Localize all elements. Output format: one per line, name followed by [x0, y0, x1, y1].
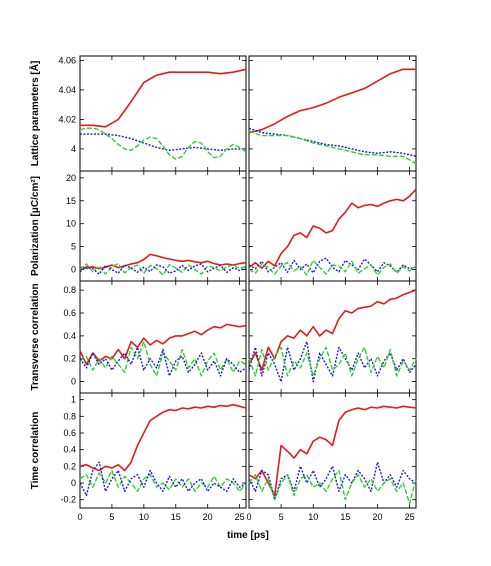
x-axis-label: time [ps] [227, 530, 269, 541]
x-tick-label: 10 [139, 512, 149, 522]
series-line-blue [79, 263, 247, 275]
series-line-green [248, 346, 417, 377]
series-line-red [80, 68, 247, 128]
y-tick-label: 20 [66, 173, 76, 183]
y-tick-label: 0.6 [63, 428, 76, 438]
series-line-green [79, 262, 247, 276]
y-tick-label: 0 [71, 265, 76, 275]
series-line-green [248, 469, 417, 505]
x-tick-label: 25 [405, 512, 415, 522]
series-line-red [248, 188, 417, 270]
x-tick-label: 25 [235, 512, 245, 522]
series-line-green [79, 340, 247, 377]
y-tick-label: 0.8 [63, 285, 76, 295]
y-tick-label: 4.04 [58, 85, 76, 95]
y-tick-label: 15 [66, 196, 76, 206]
series-line-blue [80, 133, 246, 152]
series-line-blue [79, 346, 247, 377]
x-tick-label: 5 [279, 512, 284, 522]
series-line-red [79, 403, 247, 472]
series-line-blue [248, 127, 417, 157]
y-tick-label: 0.4 [63, 331, 76, 341]
panel-frame [248, 392, 417, 509]
y-tick-label: 0.6 [63, 308, 76, 318]
panel-frame [79, 392, 247, 509]
series-line-red [248, 405, 417, 497]
y-tick-label: 0.2 [63, 354, 76, 364]
y-tick-label: 5 [71, 242, 76, 252]
series-line-blue [79, 461, 247, 497]
y-tick-label: 0.8 [63, 411, 76, 421]
x-tick-label: 15 [171, 512, 181, 522]
series-line-green [79, 127, 247, 160]
x-tick-label: 20 [372, 512, 382, 522]
x-tick-label: 0 [77, 512, 82, 522]
y-tick-label: 4 [71, 144, 76, 154]
y-tick-label: 4.02 [58, 114, 76, 124]
y-tick-label: 0.4 [63, 445, 76, 455]
y-tick-label: 0 [71, 377, 76, 387]
y-tick-label: 1 [71, 395, 76, 405]
y-axis-label: Time correlation [30, 412, 41, 490]
y-axis-label: Polarization [μC/cm²] [30, 176, 41, 276]
x-tick-label: 5 [109, 512, 114, 522]
series-line-green [248, 259, 417, 276]
y-axis-label: Lattice parameters [Å] [28, 61, 41, 167]
y-tick-label: 10 [66, 219, 76, 229]
y-tick-label: -0.2 [60, 495, 76, 505]
series-line-green [79, 469, 247, 492]
y-tick-label: 0 [71, 478, 76, 488]
series-line-red [248, 68, 416, 134]
series-line-blue [248, 340, 417, 383]
series-line-red [79, 323, 247, 366]
y-tick-label: 0.2 [63, 461, 76, 471]
series-line-green [248, 130, 417, 165]
x-tick-label: 15 [340, 512, 350, 522]
x-tick-label: 0 [246, 512, 251, 522]
x-tick-label: 10 [308, 512, 318, 522]
y-tick-label: 4.06 [58, 55, 76, 65]
series-line-blue [248, 461, 417, 501]
x-tick-label: 20 [203, 512, 213, 522]
y-axis-label: Transverse correlation [30, 283, 41, 390]
